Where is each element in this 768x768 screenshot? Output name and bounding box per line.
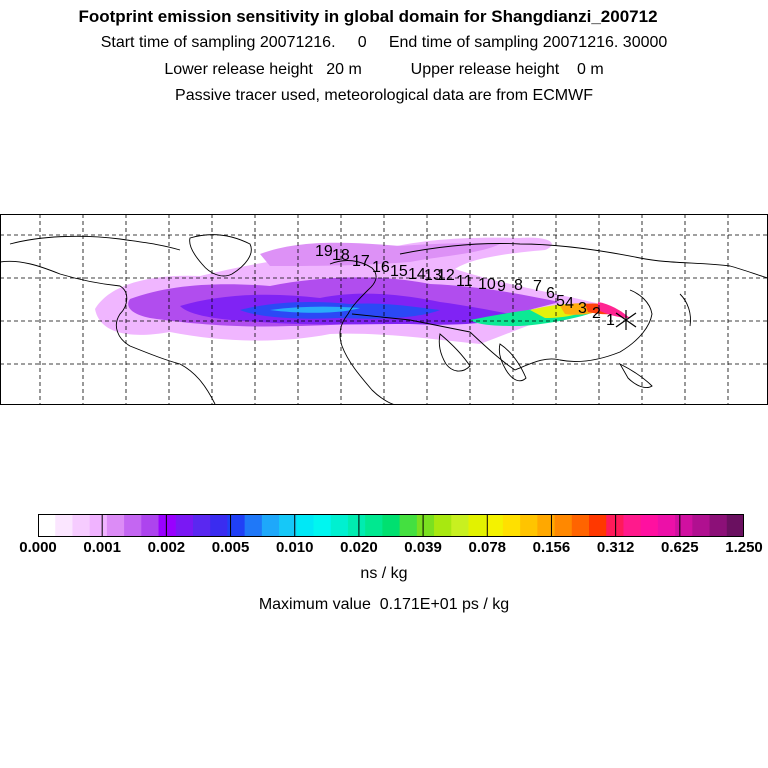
trajectory-day-label: 5: [556, 293, 565, 310]
colorbar-cell: [158, 514, 177, 537]
maximum-value-label: Maximum value 0.171E+01 ps / kg: [258, 596, 510, 613]
colorbar-cell: [623, 514, 642, 537]
trajectory-day-label: 2: [592, 305, 601, 322]
colorbar-cell: [55, 514, 74, 537]
colorbar-cell: [382, 514, 401, 537]
colorbar-tick-label: 0.000: [19, 539, 57, 556]
colorbar-tick-label: 0.020: [340, 539, 378, 556]
colorbar-cell: [416, 514, 435, 537]
colorbar-cell: [726, 514, 744, 537]
colorbar-cell: [141, 514, 160, 537]
plot-title: Footprint emission sensitivity in global…: [78, 7, 658, 26]
colorbar-cell: [244, 514, 263, 537]
release-site-marker: [615, 310, 637, 330]
colorbar-cell: [451, 514, 470, 537]
colorbar-cell: [330, 514, 349, 537]
trajectory-day-label: 12: [437, 267, 455, 284]
colorbar-tick-label: 1.250: [725, 539, 763, 556]
trajectory-day-label: 19: [315, 243, 333, 260]
colorbar-tick-label: 0.010: [275, 539, 314, 556]
colorbar-tick-label: 0.005: [211, 539, 250, 556]
trajectory-day-label: 11: [456, 273, 473, 290]
colorbar-cell: [347, 514, 366, 537]
colorbar-cell: [434, 514, 452, 537]
sampling-time-line: Start time of sampling 20071216. 0 End t…: [100, 34, 668, 51]
colorbar-cell: [175, 514, 194, 537]
colorbar-tick-label: 0.002: [147, 539, 186, 556]
trajectory-day-label: 4: [565, 295, 574, 312]
colorbar-tick-label: 0.078: [468, 539, 507, 556]
trajectory-day-label: 17: [352, 253, 370, 270]
colorbar-cell: [227, 514, 246, 537]
colorbar-cell: [589, 514, 607, 537]
trajectory-day-label: 1: [606, 312, 615, 329]
trajectory-day-label: 7: [533, 278, 542, 295]
colorbar-cell: [640, 514, 659, 537]
trajectory-day-label: 13: [424, 267, 442, 284]
colorbar-cell: [571, 514, 590, 537]
plume-light-north: [260, 242, 500, 266]
trajectory-day-label: 3: [578, 300, 587, 317]
trajectory-day-label: 18: [332, 247, 350, 264]
colorbar-unit-label: ns / kg: [360, 565, 408, 582]
trajectory-day-label: 10: [478, 276, 496, 293]
trajectory-day-label: 8: [514, 277, 523, 294]
colorbar-cell: [38, 514, 56, 537]
colorbar-cell: [124, 514, 142, 537]
colorbar-tick-label: 0.625: [661, 539, 699, 556]
colorbar-cell: [502, 514, 521, 537]
colorbar-cell: [520, 514, 538, 537]
trajectory-day-label: 9: [497, 278, 506, 295]
colorbar-tick-label: 0.039: [404, 539, 442, 556]
colorbar-cell: [365, 514, 383, 537]
colorbar-tick-label: 0.312: [596, 539, 635, 556]
emission-sensitivity-field: [95, 237, 630, 344]
colorbar-cell: [313, 514, 332, 537]
colorbar-frame: [38, 514, 744, 537]
colorbar-cell: [485, 514, 504, 537]
colorbar-cell: [554, 514, 573, 537]
colorbar-cell: [399, 514, 418, 537]
colorbar-cell: [296, 514, 315, 537]
colorbar-cell: [210, 514, 229, 537]
tracer-info-line: Passive tracer used, meteorological data…: [175, 87, 593, 104]
trajectory-day-label: 16: [372, 259, 390, 276]
colorbar-cell: [675, 514, 693, 537]
release-height-line: Lower release height 20 m Upper release …: [164, 61, 604, 78]
plume-magenta: [598, 302, 630, 318]
coastlines: [0, 234, 768, 405]
trajectory-day-label: 6: [546, 285, 555, 302]
lat-lon-grid: [0, 214, 768, 405]
colorbar-cell: [72, 514, 91, 537]
colorbar: [38, 514, 744, 537]
plume-cyan: [270, 306, 360, 313]
colorbar-cell: [537, 514, 556, 537]
colorbar-cell: [192, 514, 211, 537]
colorbar-cell: [279, 514, 297, 537]
colorbar-cell: [709, 514, 728, 537]
colorbar-cell: [468, 514, 487, 537]
colorbar-cell: [261, 514, 280, 537]
trajectory-day-label: 15: [390, 263, 408, 280]
colorbar-cell: [657, 514, 676, 537]
colorbar-cell: [692, 514, 711, 537]
colorbar-tick-label: 0.156: [532, 539, 571, 556]
colorbar-tick-label: 0.001: [83, 539, 121, 556]
colorbar-cell: [106, 514, 125, 537]
colorbar-tick-labels: 0.000 0.001 0.002 0.005 0.010 0.020 0.039 0.078…: [0, 539, 768, 559]
colorbar-cell: [89, 514, 108, 537]
trajectory-day-label: 14: [408, 266, 426, 283]
